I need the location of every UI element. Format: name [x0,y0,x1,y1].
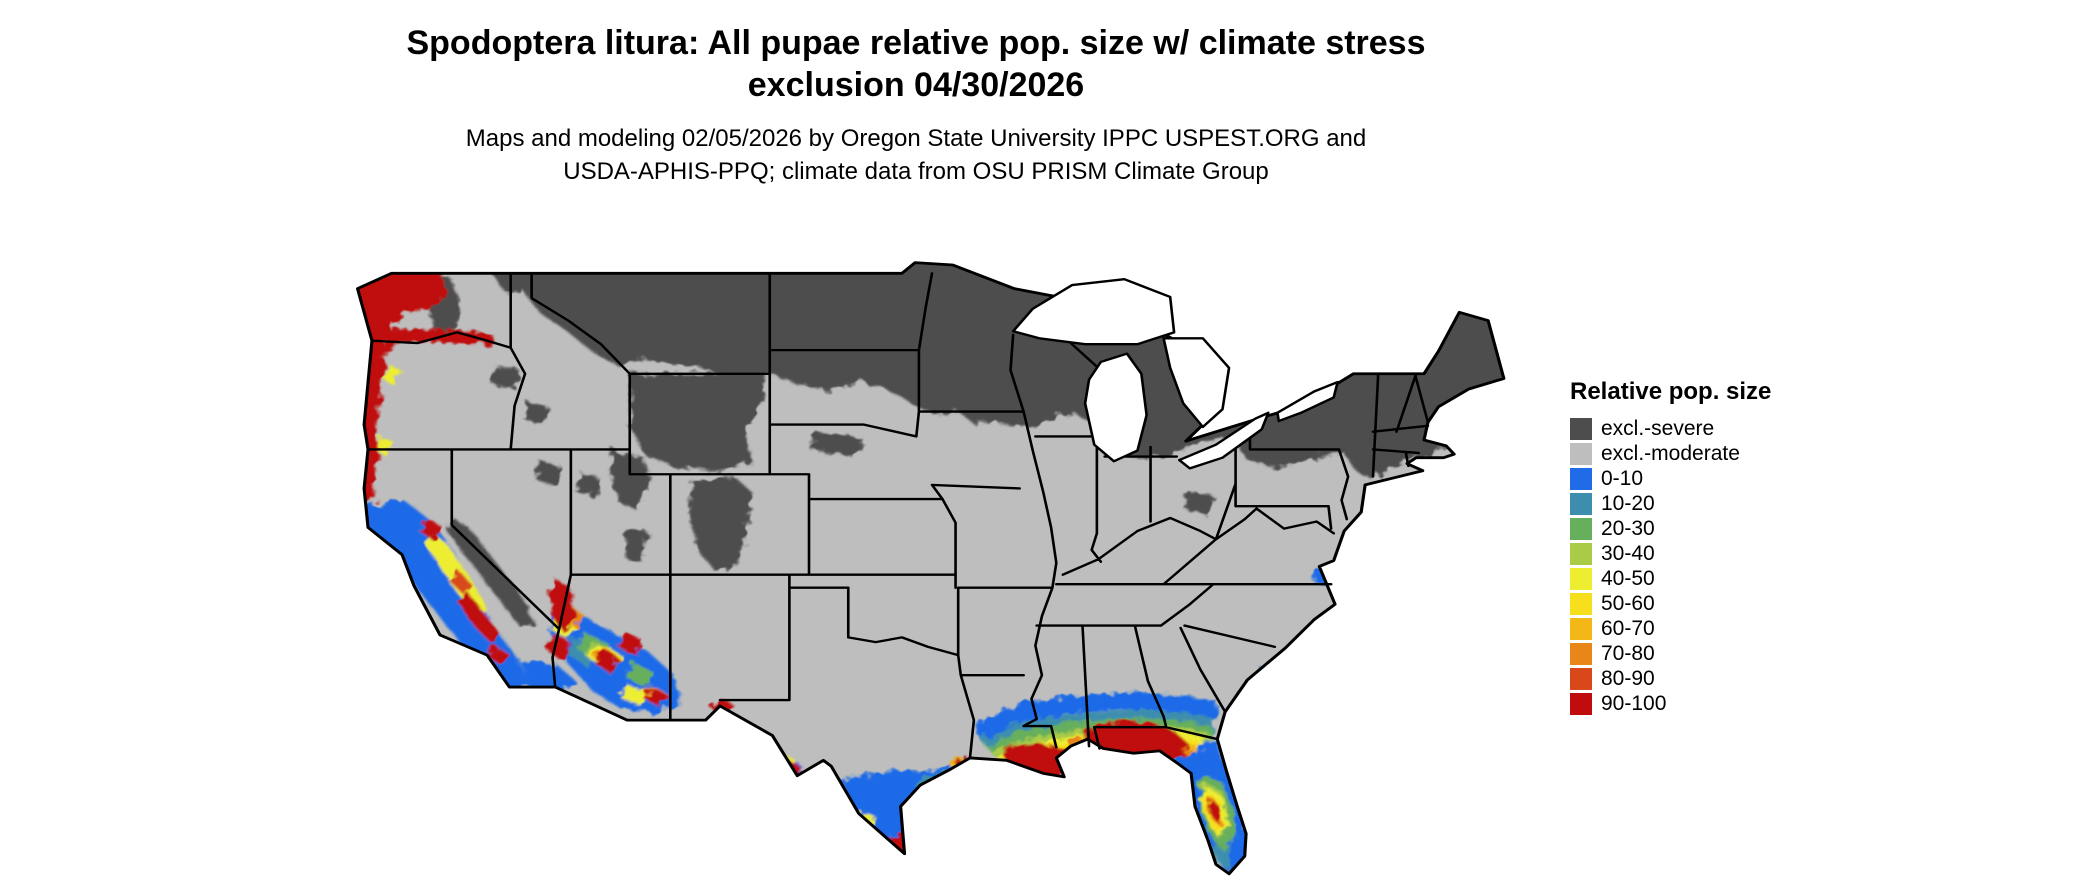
map-region [625,662,655,689]
legend-item: 0-10 [1570,466,1830,491]
legend-item-label: 20-30 [1601,517,1655,540]
page-title-line2: exclusion 04/30/2026 [747,66,1085,104]
map-region [565,637,596,666]
map-region [447,517,535,627]
us-map-svg [356,261,1506,876]
legend-swatch [1570,467,1592,490]
legend-title: Relative pop. size [1570,378,1772,405]
map-header: Spodoptera litura: All pupae relative po… [166,22,1666,188]
legend-item: excl.-moderate [1570,441,1830,466]
map-region [1184,490,1216,517]
legend-swatch [1570,442,1592,465]
map-region [644,687,669,708]
map-subtitle: Maps and modeling 02/05/2026 by Oregon S… [166,122,1666,188]
legend-item-label: excl.-severe [1601,417,1715,440]
map-region [458,591,501,644]
legend-item: 40-50 [1570,566,1830,591]
legend-item-label: 60-70 [1601,617,1655,640]
legend-swatch [1570,417,1592,440]
map-legend: Relative pop. size excl.-severe excl.-mod… [1570,378,1830,716]
map-region [371,328,495,345]
legend-item: 20-30 [1570,516,1830,541]
lake-michigan [1083,352,1148,463]
map-region [491,365,520,390]
legend-swatch [1570,617,1592,640]
map-region [620,684,651,708]
legend-item-label: 50-60 [1601,592,1655,615]
map-region [617,632,643,656]
legend-swatch [1570,642,1592,665]
map-region [536,460,562,487]
subtitle-line1: Maps and modeling 02/05/2026 by Oregon S… [465,125,1367,152]
map-region [1231,711,1249,731]
legend-item-label: 80-90 [1601,667,1655,690]
legend-item: 70-80 [1570,641,1830,666]
map-region [449,570,472,595]
lake-superior [1011,278,1176,346]
map-region [629,373,765,472]
subtitle-line2: USDA-APHIS-PPQ; climate data from OSU PR… [563,158,1269,185]
legend-swatch [1570,692,1592,715]
legend-swatch [1570,592,1592,615]
lake-erie [1178,411,1270,470]
lake-huron [1162,337,1231,429]
map-region [887,833,912,859]
legend-item-label: excl.-moderate [1601,442,1740,465]
great-lakes [1011,278,1339,470]
legend-swatch [1570,567,1592,590]
legend-item: 80-90 [1570,666,1830,691]
legend-item: excl.-severe [1570,416,1830,441]
legend-item-label: 0-10 [1601,467,1644,490]
legend-item-label: 90-100 [1601,692,1667,715]
map-region [810,431,863,458]
legend-swatch [1570,542,1592,565]
map-region [610,450,651,510]
us-map [300,226,1530,888]
legend-swatch [1570,492,1592,515]
page-title-line1: Spodoptera litura: All pupae relative po… [406,24,1426,62]
map-region [549,579,575,636]
map-region [487,644,510,666]
legend-item-label: 40-50 [1601,567,1655,590]
legend-item: 60-70 [1570,616,1830,641]
map-region [594,648,620,675]
legend-item: 50-60 [1570,591,1830,616]
legend-item: 10-20 [1570,491,1830,516]
lake-ontario [1276,380,1339,423]
map-region [523,400,550,425]
legend-swatch [1570,667,1592,690]
legend-item: 30-40 [1570,541,1830,566]
map-region [419,517,442,541]
map-region [576,471,600,498]
map-region [688,476,753,572]
legend-item-label: 70-80 [1601,642,1655,665]
state-borders [366,272,1430,760]
map-region [625,526,649,565]
map-region [1213,838,1232,871]
legend-item-label: 10-20 [1601,492,1655,515]
legend-swatch [1570,517,1592,540]
map-region [362,499,531,692]
legend-item-label: 30-40 [1601,542,1655,565]
map-region [383,365,401,385]
map-region [1206,798,1222,826]
map-region [1222,728,1237,744]
legend-items: excl.-severe excl.-moderate 0-10 10-20 20-30… [1570,416,1830,716]
legend-item: 90-100 [1570,691,1830,716]
map-region [1246,684,1261,699]
